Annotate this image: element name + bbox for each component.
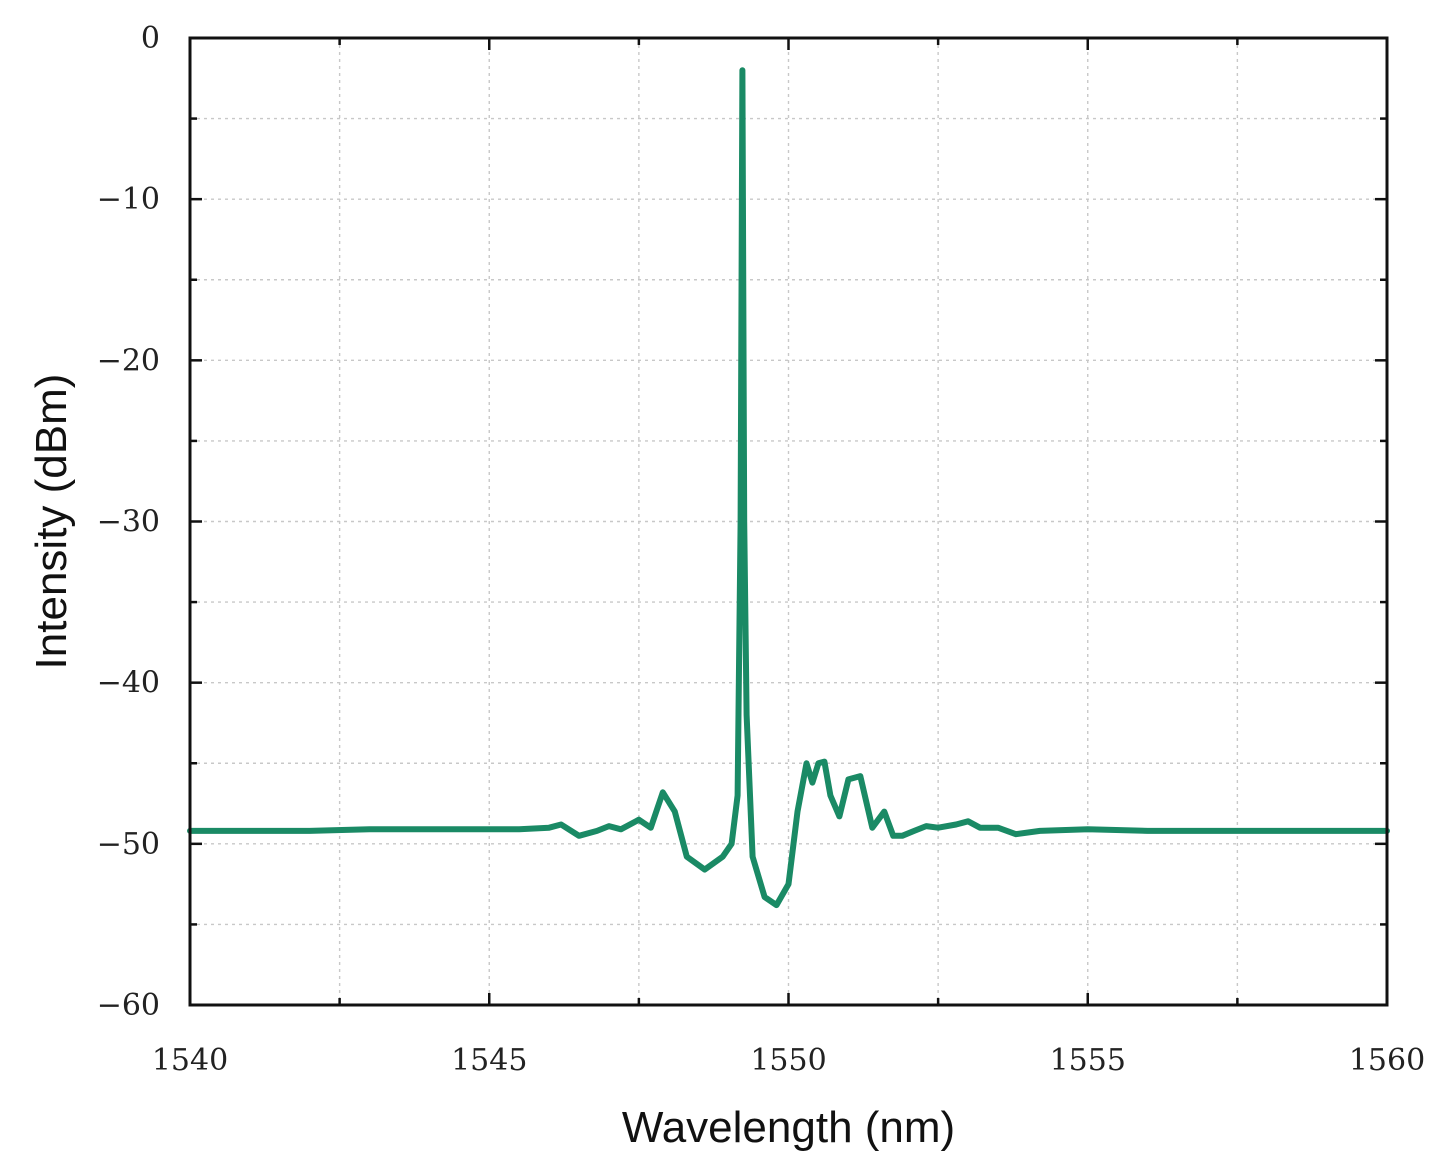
tick-labels: 1540 1545 1550 1555 1560 0 −10 −20 −30 −40 −50 −60 xyxy=(97,21,1425,1078)
y-tick-label: −20 xyxy=(97,343,160,378)
x-tick-label: 1555 xyxy=(1050,1043,1126,1078)
y-tick-label: −10 xyxy=(97,182,160,217)
y-tick-label: −60 xyxy=(97,988,160,1023)
y-tick-label: 0 xyxy=(141,21,160,56)
spectrum-line xyxy=(187,67,1390,909)
y-axis-label: Intensity (dBm) xyxy=(27,374,76,670)
x-tick-label: 1545 xyxy=(451,1043,527,1078)
x-axis-label: Wavelength (nm) xyxy=(622,1103,955,1152)
x-tick-label: 1540 xyxy=(152,1043,228,1078)
x-tick-label: 1560 xyxy=(1349,1043,1425,1078)
y-tick-label: −50 xyxy=(97,827,160,862)
y-tick-label: −30 xyxy=(97,505,160,540)
y-tick-label: −40 xyxy=(97,666,160,701)
grid-lines xyxy=(190,38,1387,1005)
axis-ticks xyxy=(188,36,1389,1007)
x-tick-label: 1550 xyxy=(750,1043,826,1078)
